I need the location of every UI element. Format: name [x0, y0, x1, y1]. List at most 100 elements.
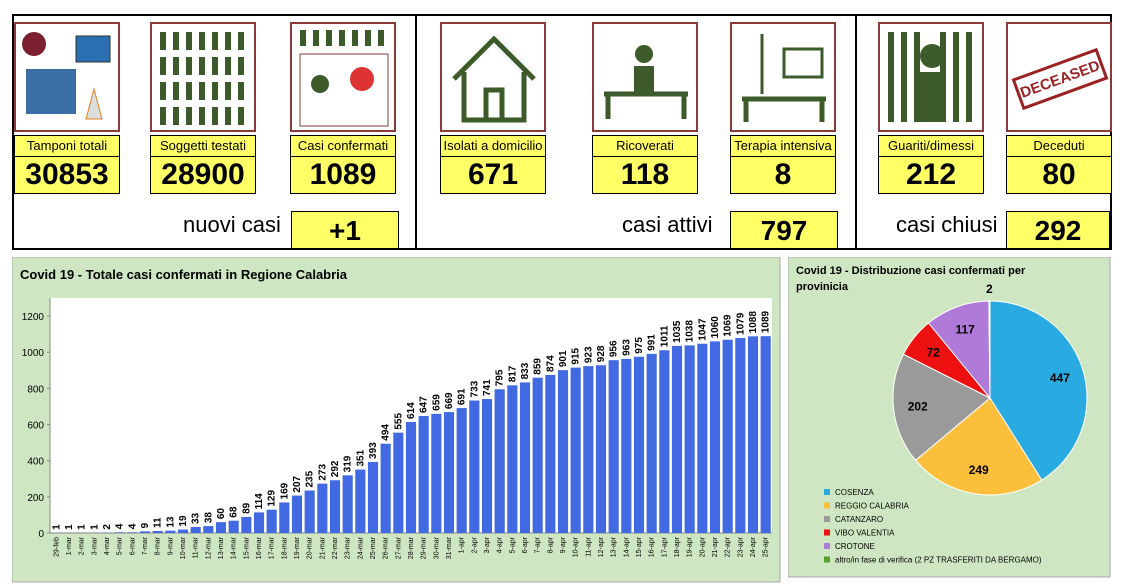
data-label: 991 [647, 334, 658, 351]
panel-frame [855, 14, 1112, 250]
icon-shape [199, 32, 205, 50]
icon-shape [914, 32, 920, 122]
bar [418, 416, 429, 533]
data-label: 817 [507, 365, 518, 382]
bar [190, 527, 201, 533]
legend-label: CROTONE [835, 542, 875, 551]
data-label: 1 [89, 524, 100, 530]
data-label: 4 [115, 523, 126, 529]
x-tick-label: 10-apr [573, 536, 580, 557]
data-label: 38 [203, 512, 214, 524]
data-label: 114 [254, 493, 265, 510]
icon-shape [888, 32, 894, 122]
data-label: 1089 [761, 310, 772, 333]
x-tick-label: 30-mar [433, 536, 440, 559]
bar [291, 495, 303, 533]
pie-slice [989, 300, 1088, 481]
y-tick-label: 800 [27, 384, 44, 395]
x-tick-label: 19-mar [294, 536, 301, 559]
icon-shape [920, 44, 944, 68]
x-tick-label: 15-apr [636, 536, 643, 557]
summary-label: casi attivi [622, 212, 713, 237]
x-tick-label: 4-mar [104, 536, 111, 555]
y-tick-label: 200 [27, 493, 44, 504]
data-label: 614 [406, 402, 417, 419]
bar [595, 365, 607, 533]
stat-tile: DECEASED Deceduti 80 [1006, 22, 1112, 194]
legend-swatch [824, 502, 830, 509]
data-label: 4 [127, 523, 138, 529]
legend-label: REGGIO CALABRIA [835, 502, 909, 511]
x-tick-label: 17-mar [269, 536, 276, 559]
bar [342, 475, 353, 533]
x-tick-label: 24-apr [750, 536, 757, 557]
stat-value: 8 [730, 157, 836, 194]
icon-art [299, 30, 389, 127]
x-tick-label: 14-mar [231, 536, 238, 559]
icon-shape [75, 35, 111, 63]
stat-value: 80 [1006, 157, 1112, 194]
bar [380, 443, 391, 533]
pie-slice [914, 397, 1043, 496]
bar [329, 480, 341, 533]
stat-label: Soggetti testati [150, 135, 256, 157]
icon-shape [311, 75, 329, 93]
bar [507, 385, 518, 533]
x-tick-label: 1-mar [66, 536, 73, 555]
x-tick-label: 4-apr [497, 536, 504, 553]
data-label: 691 [457, 388, 468, 405]
stat-label: Guariti/dimessi [878, 135, 984, 157]
icon-shape [782, 47, 824, 79]
bar [405, 422, 417, 533]
data-label: 859 [533, 358, 544, 375]
data-label: 1035 [672, 320, 683, 343]
bar [481, 399, 493, 533]
data-label: 129 [267, 490, 278, 507]
bar [127, 532, 138, 533]
bar [114, 532, 125, 533]
legend-label: VIBO VALENTIA [835, 529, 895, 538]
bar [177, 529, 189, 533]
bar [152, 531, 163, 533]
bar [367, 461, 379, 533]
icon-shape [300, 30, 306, 46]
icon-shape [22, 32, 46, 56]
data-label: 169 [279, 482, 290, 499]
icon-shape [352, 30, 358, 46]
icon-shape [212, 82, 218, 100]
legend-swatch [824, 556, 830, 563]
icon-shape [212, 57, 218, 75]
y-tick-label: 400 [27, 457, 44, 468]
pie-slice [988, 300, 991, 399]
data-label: 915 [571, 347, 582, 364]
bar [139, 531, 151, 533]
icon-shape [173, 32, 179, 50]
x-tick-label: 26-mar [383, 536, 390, 559]
stat-tile: Guariti/dimessi 212 [878, 22, 984, 194]
icon-art [160, 32, 244, 125]
data-label: 975 [634, 337, 645, 354]
stat-icon: DECEASED [1006, 22, 1112, 132]
x-tick-label: 15-mar [243, 536, 250, 559]
stat-label: Terapia intensiva [730, 135, 836, 157]
x-tick-label: 21-mar [319, 536, 326, 559]
data-label: 669 [444, 392, 455, 409]
data-label: 733 [469, 380, 480, 397]
bar [304, 490, 315, 533]
stat-label: Casi confermati [290, 135, 396, 157]
data-label: 2 [102, 524, 113, 530]
data-label: 292 [330, 460, 341, 477]
y-tick-label: 1200 [22, 312, 45, 323]
data-label: 273 [317, 464, 328, 481]
icon-shape [225, 107, 231, 125]
x-tick-label: 10-mar [180, 536, 187, 559]
bar [570, 367, 581, 533]
bar [671, 345, 683, 533]
x-tick-label: 3-mar [91, 536, 98, 555]
icon-shape [225, 82, 231, 100]
stat-value: 212 [878, 157, 984, 194]
data-label: 1069 [723, 314, 734, 337]
bar [646, 353, 657, 533]
data-label: 928 [596, 345, 607, 362]
x-tick-label: 19-apr [687, 536, 694, 557]
